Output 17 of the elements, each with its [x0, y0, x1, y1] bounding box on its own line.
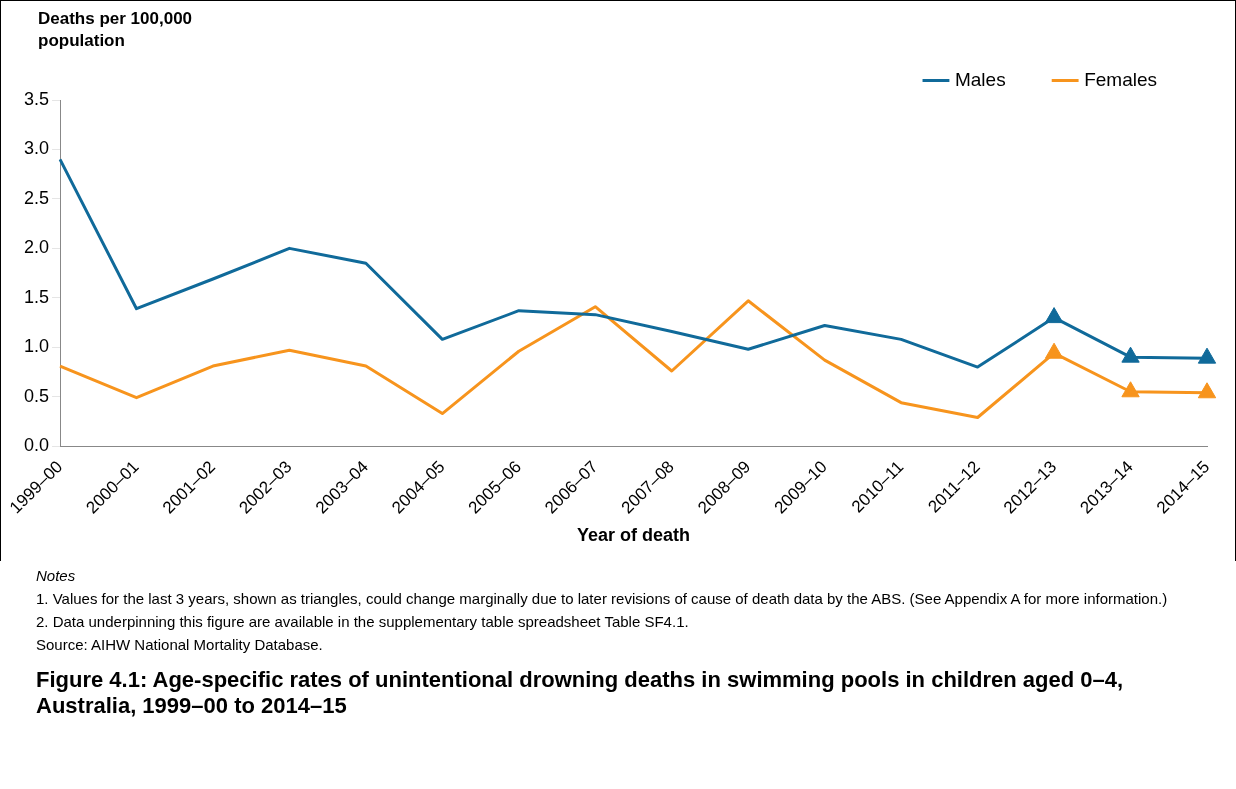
text: 2. Data underpinning this figure are available in the supplementary table spreadsheet Table SF4.1.: [36, 613, 690, 630]
y-tick-label: 1.0: [23, 336, 50, 357]
text: Notes: [36, 567, 77, 584]
y-tick-label: 2.5: [23, 187, 50, 208]
y-tick-label: 0.0: [23, 435, 50, 456]
text: Figure 4.1: Age-specific rates of unintentional drowning deaths in swimming pools in children aged 0–4, Australia, 1999–00 to 2014–15: [36, 667, 1125, 719]
y-tick-label: 3.5: [23, 88, 50, 109]
text: 1. Values for the last 3 years, shown as triangles, could change marginally due to later revisions of cause of death data by the ABS. (See Appendix A for more information.): [36, 590, 1169, 607]
y-tick-label: 0.5: [23, 385, 50, 406]
y-tick-label: 3.0: [23, 138, 50, 159]
y-tick-label: 1.5: [23, 286, 50, 307]
y-tick-label: 2.0: [23, 237, 50, 258]
legend-label: Females: [1084, 68, 1157, 90]
x-axis-title: Year of death: [576, 525, 691, 546]
source-note: Source: AIHW National Mortality Database.: [36, 636, 324, 653]
legend-label: Males: [954, 68, 1006, 90]
y-axis-title: Deaths per 100,000 population: [38, 8, 194, 52]
